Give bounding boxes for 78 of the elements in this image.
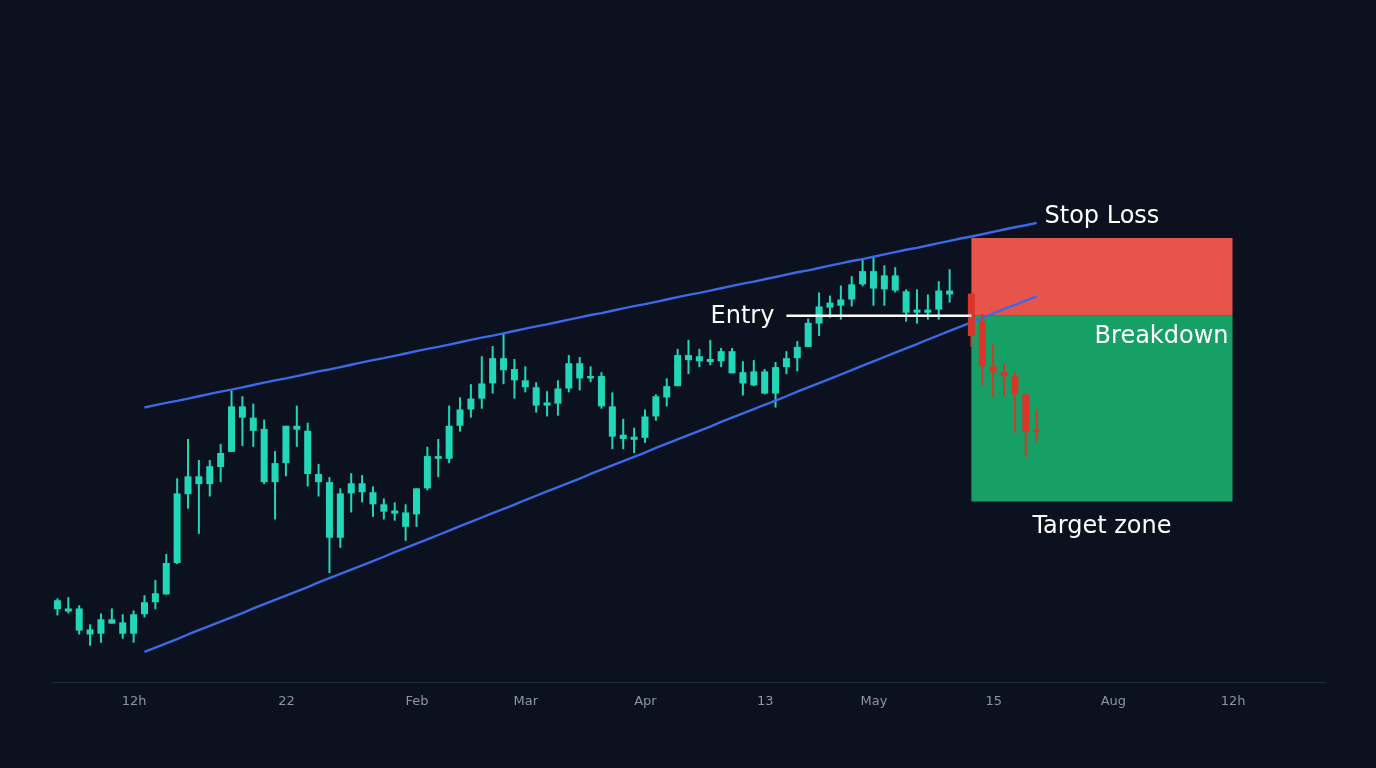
candlestick [521,365,529,394]
candlestick [913,288,921,325]
candlestick [500,331,508,386]
x-tick-label: Aug [1100,692,1127,708]
candlestick [630,426,638,454]
candlestick [402,503,410,542]
candlestick [717,347,725,369]
candlestick [86,623,94,647]
candlestick [641,408,649,444]
x-tick-label: 12h [1220,692,1246,708]
band-label: Target zone [1031,510,1172,539]
candlestick [130,609,138,644]
candlestick [739,360,747,397]
candlestick [1011,371,1019,434]
candlestick [695,347,703,369]
candlestick [347,472,355,514]
candlestick [1000,363,1008,398]
candlestick [728,347,736,375]
candlestick [195,458,203,535]
candlestick [315,462,323,498]
candlestick [782,350,790,376]
x-tick-label: May [860,692,888,708]
band-label: Stop Loss [1044,201,1160,230]
x-tick-label: Apr [634,692,658,708]
candlestick [652,393,660,422]
candlestick [554,379,562,417]
candlestick [793,340,801,373]
x-tick-label: 22 [278,692,295,708]
candlestick [380,497,388,521]
x-tick-label: 13 [756,692,774,708]
candlestick [543,390,551,418]
candlestick [576,356,584,392]
candlestick [880,264,888,307]
candlestick [706,338,714,367]
candlestick [663,377,671,408]
candlestick [761,368,769,396]
x-tick-label: 12h [121,692,147,708]
candlestick [848,275,856,308]
candlestick [184,438,192,510]
candlestick [924,293,932,321]
candlestick [119,613,127,640]
x-tick-label: 15 [985,692,1002,708]
candlestick [140,594,148,619]
candlestick [685,338,692,376]
candlestick [358,474,366,504]
candlestick [456,396,464,433]
candlestick [151,579,159,611]
candlestick [238,395,246,447]
candlestick [1033,408,1041,443]
candlestick [510,357,518,400]
candlestick [532,381,540,414]
candlestick [619,417,627,451]
candlestick [869,256,877,307]
candlestick [902,288,910,323]
candlestick [891,266,899,294]
candlestick [837,284,845,321]
candlestick [815,291,823,338]
candlestick [826,294,834,319]
candlestick [859,257,867,288]
candlestick [249,402,257,448]
candlestick [750,359,758,388]
candlestick [935,280,943,321]
series-label: Entry [710,300,775,329]
candlestick [271,450,279,521]
x-tick-label: Feb [405,692,429,708]
candlestick [434,438,442,479]
candlestick [391,501,399,522]
candlestick [217,443,225,484]
candlestick [478,355,486,410]
candlestick [369,485,377,518]
candlestick [467,383,475,419]
annotation: Breakdown [1094,320,1229,349]
candlestick [97,612,105,644]
x-tick-label: Mar [513,692,539,708]
candlestick [293,404,301,448]
candlestick [75,604,83,636]
candlestick [989,342,997,399]
candlestick [206,458,214,498]
